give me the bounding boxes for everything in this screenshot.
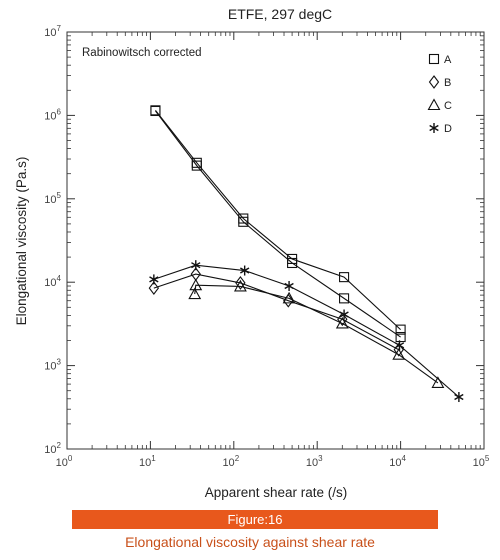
series-d <box>149 260 464 403</box>
legend-label: D <box>444 123 452 135</box>
data-point-triangle <box>233 279 247 292</box>
data-point-square <box>339 272 350 283</box>
asterisk-stroke <box>239 267 250 274</box>
legend-marker <box>429 123 439 133</box>
y-tick-label: 103 <box>44 358 61 373</box>
data-point-triangle <box>188 287 202 300</box>
data-point-triangle <box>282 291 296 304</box>
asterisk-stroke <box>454 393 464 401</box>
y-tick-label: 106 <box>44 107 61 122</box>
x-tick-label: 101 <box>139 454 156 469</box>
x-tick-label: 105 <box>473 454 490 469</box>
asterisk-stroke <box>191 262 201 269</box>
data-point-asterisk <box>339 309 349 320</box>
asterisk-stroke <box>149 276 159 283</box>
data-point-square <box>150 105 161 117</box>
legend-label: B <box>444 77 451 89</box>
data-point-diamond <box>337 312 348 327</box>
series-c <box>188 278 445 388</box>
chart-title: ETFE, 297 degC <box>228 6 332 22</box>
plot-frame <box>66 31 485 450</box>
figure-label-bar: Figure:16 <box>72 510 438 529</box>
asterisk-stroke <box>339 311 349 318</box>
asterisk-stroke <box>429 124 439 132</box>
chart-annotation: Rabinowitsch corrected <box>82 47 202 59</box>
data-point-asterisk <box>149 274 159 285</box>
data-point-square <box>339 293 350 304</box>
data-point-triangle <box>431 376 445 388</box>
x-tick-label: 102 <box>222 454 239 469</box>
data-point-asterisk <box>284 281 294 292</box>
x-tick-label: 103 <box>306 454 323 469</box>
y-tick-label: 102 <box>44 441 61 456</box>
figure-caption: Elongational viscosity against shear rat… <box>125 534 375 550</box>
series-a <box>150 105 406 343</box>
legend-marker <box>427 98 441 111</box>
legend-marker <box>428 75 440 89</box>
x-tick-label: 104 <box>389 454 406 469</box>
data-point-asterisk <box>191 260 201 271</box>
series-line <box>194 284 439 384</box>
data-point-square <box>287 257 298 269</box>
series-line <box>153 273 400 351</box>
y-tick-label: 105 <box>44 191 61 206</box>
data-point-triangle <box>189 278 203 291</box>
series-line <box>155 110 401 338</box>
chart: 100 101 102 103 104 105 102 103 104 105 106 107 ABCD… <box>14 6 490 500</box>
y-tick-label: 107 <box>44 24 61 39</box>
data-point-diamond <box>235 276 246 290</box>
data-point-asterisk <box>394 340 405 351</box>
data-point-square <box>395 331 406 343</box>
series-a <box>150 105 406 335</box>
series-line <box>155 109 401 331</box>
data-point-square <box>238 216 249 227</box>
figure-label: Figure:16 <box>227 512 283 527</box>
data-point-asterisk <box>454 392 464 403</box>
legend-label: C <box>444 100 452 112</box>
data-point-asterisk <box>239 265 250 276</box>
data-point-diamond <box>148 281 160 296</box>
legend-label: A <box>444 54 452 66</box>
y-axis-label: Elongational viscosity (Pa.s) <box>14 157 29 326</box>
asterisk-stroke <box>394 342 405 349</box>
data-point-triangle <box>392 348 406 360</box>
data-point-triangle <box>335 316 349 329</box>
x-axis-label: Apparent shear rate (/s) <box>205 485 348 500</box>
legend-marker <box>428 53 440 65</box>
y-tick-label: 104 <box>44 274 61 289</box>
asterisk-stroke <box>284 282 294 290</box>
data-point-square <box>191 160 202 171</box>
data-point-square <box>395 324 406 335</box>
x-tick-label: 100 <box>56 454 73 469</box>
